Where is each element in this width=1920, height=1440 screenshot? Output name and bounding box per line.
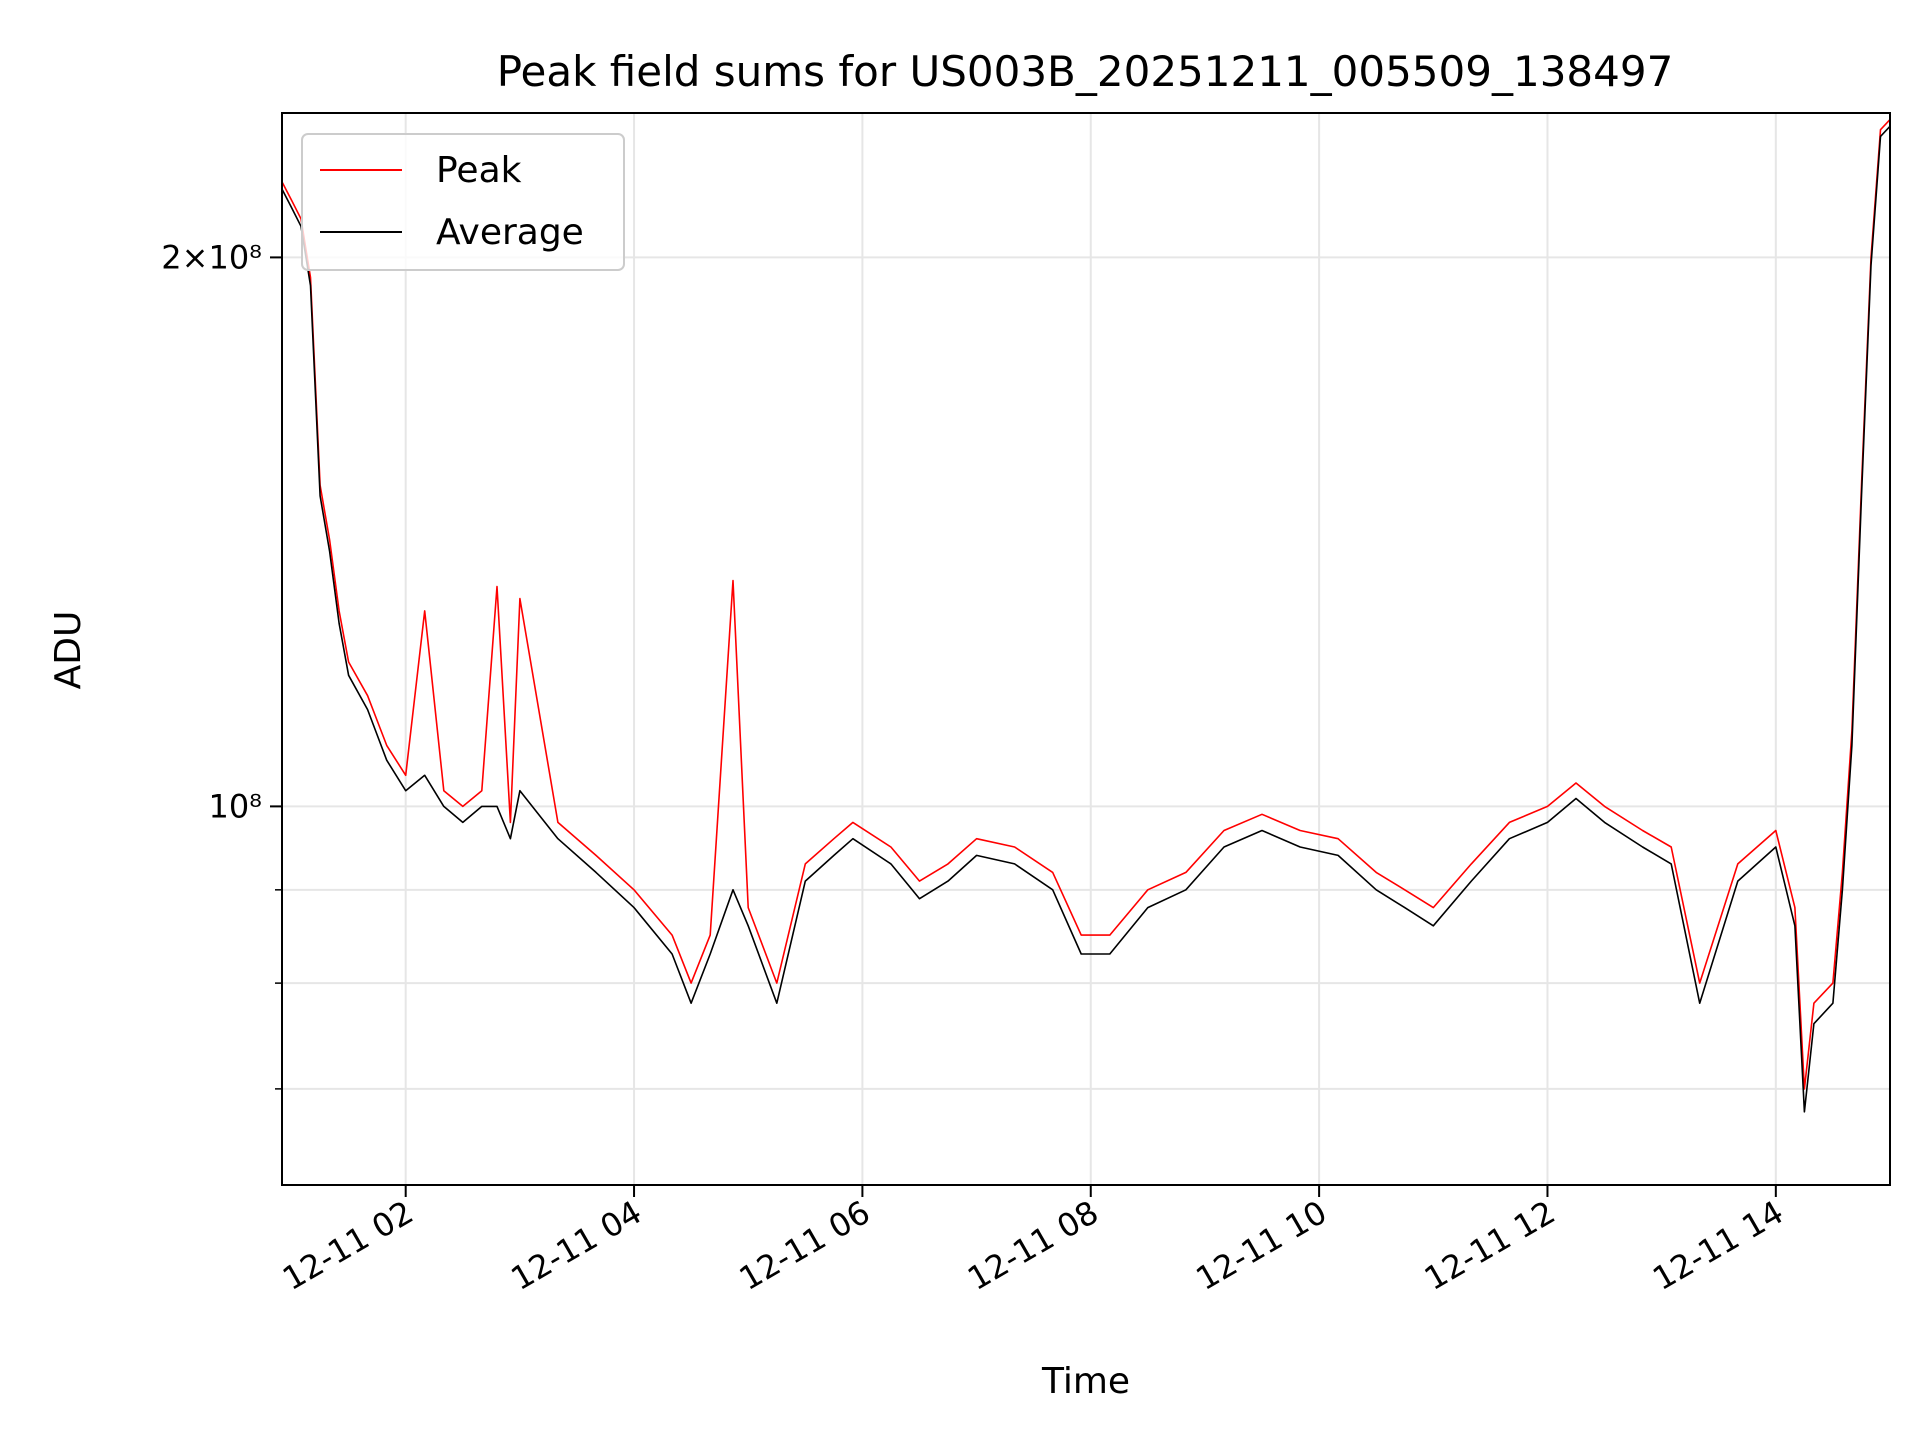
y-axis-label: ADU [48,611,89,690]
series-layer [281,119,1891,1113]
x-axis-label: Time [1041,1361,1130,1402]
series-line-average [281,125,1891,1113]
grid [282,113,1890,1185]
legend-label-peak: Peak [436,150,522,191]
y-tick-label: 2×10⁸ [161,238,262,276]
y-tick-label: 10⁸ [208,787,262,825]
chart-title: Peak field sums for US003B_20251211_0055… [497,47,1674,96]
legend-label-average: Average [436,212,584,253]
plot-frame [281,112,1891,1186]
y-axis: 10⁸ 2×10⁸ [161,238,282,1090]
series-line-peak [281,119,1891,1090]
legend-box [301,133,625,271]
legend: Peak Average [301,133,625,271]
